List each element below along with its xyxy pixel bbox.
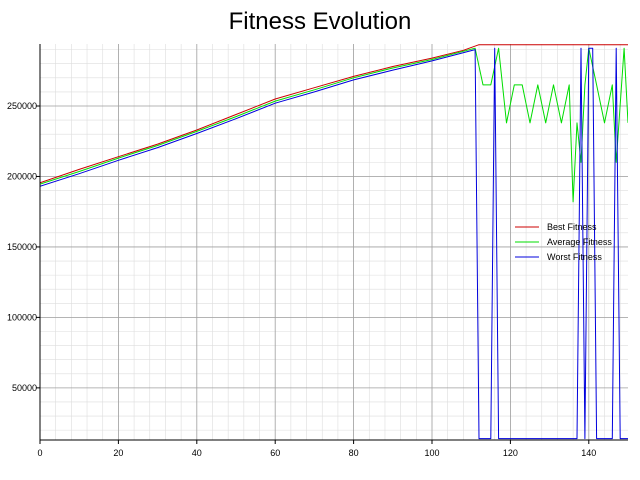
chart-title: Fitness Evolution bbox=[228, 8, 412, 35]
series-line-best-fitness bbox=[40, 44, 628, 184]
x-tick-label: 40 bbox=[192, 448, 202, 458]
series-layer bbox=[40, 44, 628, 440]
x-tick-label: 0 bbox=[37, 448, 42, 458]
x-tick-label: 60 bbox=[270, 448, 280, 458]
legend-label: Average Fitness bbox=[547, 237, 612, 247]
y-tick-label: 100000 bbox=[7, 312, 37, 322]
y-tick-label: 150000 bbox=[7, 242, 37, 252]
y-tick-label: 250000 bbox=[7, 101, 37, 111]
plot-area bbox=[40, 44, 628, 440]
x-tick-label: 100 bbox=[424, 448, 439, 458]
major-grid bbox=[39, 44, 628, 440]
y-tick-label: 50000 bbox=[12, 383, 37, 393]
series-line-average-fitness bbox=[40, 47, 628, 203]
x-tick-label: 80 bbox=[349, 448, 359, 458]
series-line-worst-fitness bbox=[40, 47, 628, 440]
tick-labels: 0 20 40 60 80 100 120 140 50000 100000 150000 20000… bbox=[7, 101, 596, 458]
x-tick-label: 140 bbox=[581, 448, 596, 458]
legend-label: Best Fitness bbox=[547, 222, 597, 232]
minor-grid bbox=[39, 44, 628, 440]
y-tick-label: 200000 bbox=[7, 171, 37, 181]
x-tick-label: 120 bbox=[503, 448, 518, 458]
legend-label: Worst Fitness bbox=[547, 252, 602, 262]
x-tick-label: 20 bbox=[113, 448, 123, 458]
legend: Best Fitness Average Fitness Worst Fitness bbox=[515, 222, 612, 262]
axes bbox=[39, 44, 628, 441]
